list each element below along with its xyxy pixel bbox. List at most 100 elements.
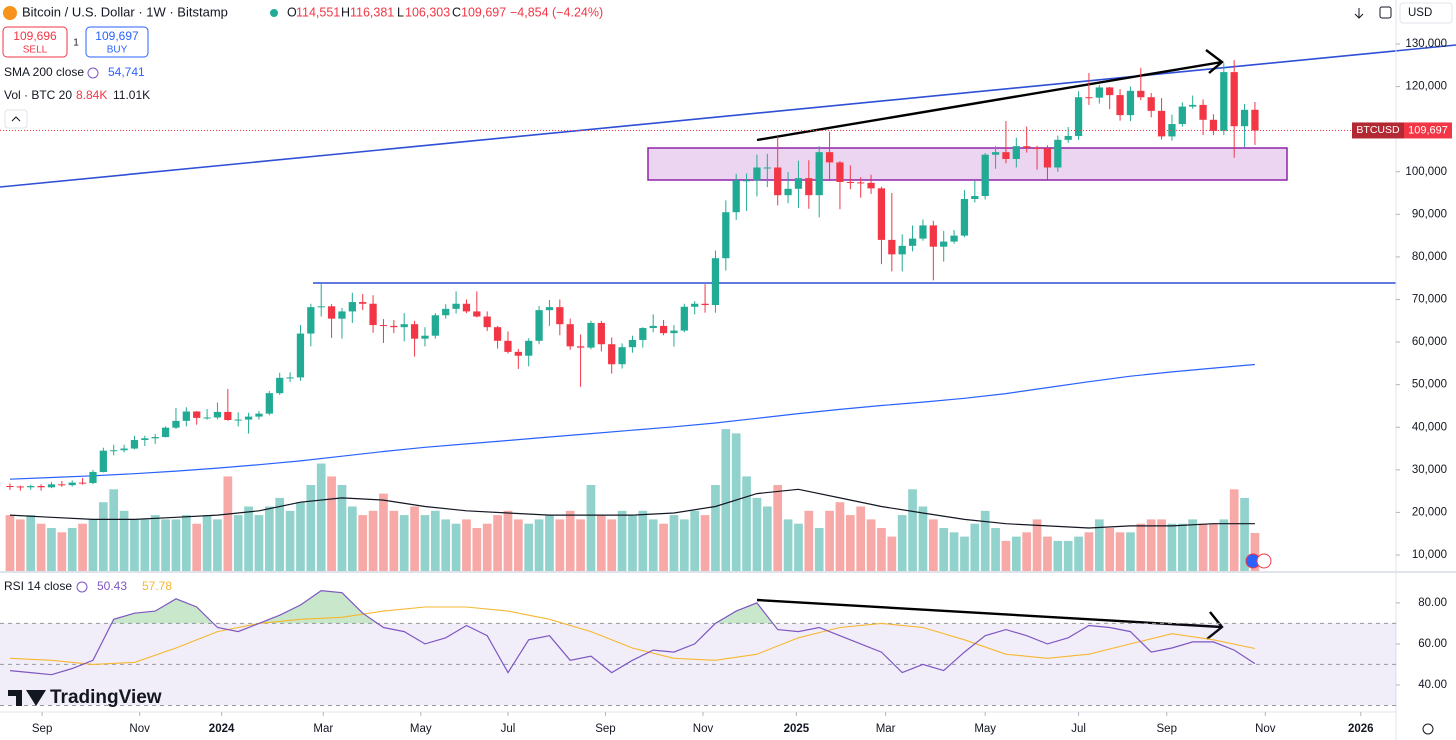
- volume-bar: [1167, 523, 1177, 571]
- candle-body: [78, 482, 87, 484]
- candle-body: [47, 484, 56, 488]
- symbol-icon: [3, 6, 17, 20]
- candle-body: [898, 245, 906, 255]
- candle-body: [369, 303, 377, 326]
- y-tick-label: 80.00: [1418, 597, 1447, 609]
- volume-bar: [794, 523, 803, 571]
- volume-bar: [233, 515, 243, 571]
- volume-bar: [1177, 523, 1187, 571]
- indicator-icon[interactable]: [76, 581, 88, 593]
- candle-body: [639, 328, 647, 340]
- y-tick-label: 40,000: [1412, 421, 1447, 433]
- volume-bar: [1032, 519, 1042, 571]
- volume-bar: [285, 510, 295, 571]
- candle-body: [701, 303, 709, 306]
- volume-bar: [296, 502, 305, 571]
- indicator-icon[interactable]: [87, 67, 99, 79]
- currency-button[interactable]: [1399, 2, 1453, 24]
- candle-body: [141, 438, 149, 441]
- volume-bar: [628, 515, 637, 571]
- x-tick-label: Nov: [129, 723, 150, 735]
- candle-body: [1002, 152, 1010, 159]
- volume-bar: [534, 519, 544, 571]
- candle-body: [908, 238, 917, 246]
- quantity: 1: [73, 38, 79, 49]
- y-tick-label: 70,000: [1412, 294, 1447, 306]
- volume-bar: [721, 429, 731, 571]
- candle-body: [1116, 95, 1124, 116]
- fullscreen-icon[interactable]: [1379, 6, 1392, 19]
- volume-bar: [47, 528, 56, 571]
- candle-body: [784, 188, 792, 196]
- drawings: [0, 44, 1456, 640]
- volume-bar: [109, 489, 119, 571]
- ohlc-value: 106,303: [405, 5, 450, 19]
- candle-body: [182, 411, 190, 421]
- candle-body: [462, 303, 471, 312]
- ohlc-value: 116,381: [350, 5, 394, 19]
- event-icon[interactable]: [1256, 553, 1272, 569]
- volume-bar: [773, 485, 783, 571]
- buy-button[interactable]: [85, 26, 149, 58]
- volume-bar: [306, 485, 316, 571]
- collapse-button[interactable]: [4, 109, 28, 129]
- candle-body: [1064, 135, 1072, 140]
- volume-bar: [586, 485, 596, 571]
- candle-body: [929, 225, 937, 247]
- candle-body: [753, 167, 761, 181]
- settings-icon[interactable]: [1422, 723, 1434, 735]
- download-icon[interactable]: [1354, 8, 1364, 19]
- volume-bar: [970, 523, 980, 571]
- volume-bar: [1157, 519, 1166, 571]
- volume-bar: [565, 510, 575, 571]
- collapse-icon: [11, 116, 21, 122]
- sell-price: 109,696: [13, 29, 57, 43]
- candle-body: [732, 180, 740, 213]
- volume-bar: [731, 433, 741, 571]
- volume-bar: [368, 510, 378, 571]
- candle-body: [1209, 119, 1218, 131]
- volume-bar: [503, 510, 513, 571]
- volume-bar: [856, 506, 866, 571]
- volume-bar: [648, 519, 658, 571]
- candle-body: [473, 311, 481, 317]
- y-tick-label: 10,000: [1412, 549, 1447, 561]
- x-tick-label: 2025: [784, 723, 810, 735]
- indicator-name: SMA 200 close: [4, 65, 84, 79]
- candle-body: [1023, 146, 1031, 148]
- volume-bar: [679, 519, 689, 571]
- volume-bar: [347, 506, 357, 571]
- candle-body: [172, 420, 180, 428]
- candle-body: [338, 311, 346, 319]
- candle-body: [452, 303, 460, 309]
- candle-body: [1033, 147, 1041, 149]
- candle-body: [1157, 110, 1166, 137]
- x-tick-label: Mar: [876, 723, 896, 735]
- sma-line: [9, 363, 1255, 480]
- candle-body: [556, 307, 564, 325]
- ohlc-key: H: [341, 5, 350, 19]
- volume-bar: [223, 476, 233, 571]
- volume-bar: [1105, 528, 1115, 571]
- volume-bar: [379, 493, 388, 571]
- y-tick-label: 30,000: [1412, 464, 1447, 476]
- volume-bar: [171, 519, 181, 571]
- indicator-name: Vol · BTC 20: [4, 88, 72, 102]
- candle-body: [1189, 104, 1197, 107]
- candle-body: [836, 162, 844, 182]
- candle-body: [805, 178, 813, 196]
- ohlc-value: 114,551: [296, 5, 340, 19]
- candle-body: [213, 411, 222, 418]
- volume-bar: [254, 515, 264, 571]
- candle-body: [244, 416, 253, 420]
- volume-bar: [845, 515, 855, 571]
- candle-body: [68, 482, 76, 486]
- candle-body: [1220, 72, 1228, 131]
- sell-button[interactable]: [2, 26, 68, 58]
- volume-bar: [1001, 540, 1011, 571]
- y-tick-label: 120,000: [1405, 81, 1447, 93]
- candle-body: [255, 413, 263, 417]
- volume-bar: [26, 515, 36, 571]
